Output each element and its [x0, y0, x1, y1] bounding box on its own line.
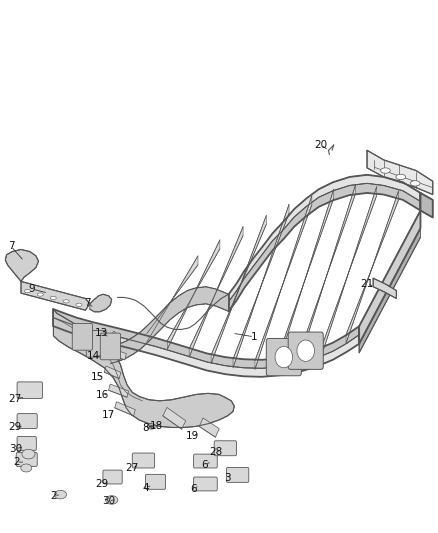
Text: 3: 3	[224, 473, 231, 483]
Polygon shape	[53, 309, 359, 368]
Polygon shape	[163, 407, 186, 429]
Ellipse shape	[381, 168, 390, 173]
Ellipse shape	[25, 289, 31, 293]
Polygon shape	[322, 187, 377, 354]
Polygon shape	[211, 215, 266, 364]
Ellipse shape	[106, 496, 118, 504]
Polygon shape	[105, 346, 126, 360]
Text: 28: 28	[209, 447, 222, 457]
Circle shape	[275, 346, 293, 368]
Text: 9: 9	[28, 284, 35, 294]
Polygon shape	[21, 281, 90, 310]
Ellipse shape	[147, 424, 155, 429]
Text: 27: 27	[126, 463, 139, 473]
Text: 30: 30	[9, 444, 22, 454]
Polygon shape	[229, 175, 420, 302]
Text: 29: 29	[95, 479, 109, 489]
Ellipse shape	[76, 303, 82, 306]
FancyBboxPatch shape	[194, 454, 217, 468]
Text: 6: 6	[190, 484, 197, 494]
FancyBboxPatch shape	[86, 330, 106, 357]
FancyBboxPatch shape	[17, 437, 36, 450]
Text: 13: 13	[95, 328, 108, 338]
Text: 21: 21	[360, 279, 374, 288]
Text: 4: 4	[142, 483, 149, 492]
Polygon shape	[110, 287, 229, 364]
Ellipse shape	[50, 296, 56, 300]
Text: 2: 2	[13, 457, 20, 467]
Ellipse shape	[37, 293, 43, 296]
FancyBboxPatch shape	[72, 324, 92, 350]
Ellipse shape	[21, 464, 32, 472]
Text: 20: 20	[314, 140, 328, 150]
Polygon shape	[53, 309, 234, 427]
Ellipse shape	[54, 490, 67, 499]
Text: 30: 30	[102, 496, 115, 506]
Text: 17: 17	[102, 410, 115, 419]
FancyBboxPatch shape	[16, 453, 37, 466]
Polygon shape	[277, 189, 334, 368]
Text: 15: 15	[91, 373, 104, 382]
Ellipse shape	[410, 181, 420, 186]
Polygon shape	[109, 384, 129, 397]
Text: 29: 29	[9, 423, 22, 432]
FancyBboxPatch shape	[194, 477, 217, 491]
Text: 7: 7	[7, 241, 14, 251]
Polygon shape	[255, 196, 312, 369]
Polygon shape	[420, 193, 433, 217]
Ellipse shape	[396, 174, 406, 180]
FancyBboxPatch shape	[214, 441, 237, 456]
Polygon shape	[367, 150, 433, 195]
Text: 18: 18	[150, 422, 163, 431]
Polygon shape	[373, 278, 396, 298]
Polygon shape	[233, 204, 289, 368]
Polygon shape	[299, 184, 356, 364]
Text: 8: 8	[142, 423, 149, 433]
Polygon shape	[199, 418, 219, 437]
Polygon shape	[359, 228, 420, 353]
Polygon shape	[147, 256, 198, 342]
Polygon shape	[5, 249, 39, 281]
Polygon shape	[53, 318, 359, 377]
Text: 14: 14	[87, 351, 100, 361]
FancyBboxPatch shape	[288, 332, 323, 369]
FancyBboxPatch shape	[132, 453, 155, 468]
FancyBboxPatch shape	[100, 333, 120, 360]
Text: 19: 19	[186, 431, 199, 441]
Polygon shape	[115, 402, 135, 416]
Polygon shape	[90, 294, 112, 312]
Circle shape	[297, 340, 314, 361]
FancyBboxPatch shape	[226, 467, 249, 482]
FancyBboxPatch shape	[103, 470, 122, 484]
Polygon shape	[104, 366, 121, 378]
Polygon shape	[167, 240, 220, 349]
Ellipse shape	[149, 425, 153, 427]
Text: 27: 27	[9, 394, 22, 403]
Polygon shape	[189, 227, 243, 357]
Polygon shape	[110, 331, 120, 342]
FancyBboxPatch shape	[17, 414, 37, 429]
FancyBboxPatch shape	[266, 338, 301, 376]
Polygon shape	[346, 191, 399, 343]
Polygon shape	[359, 211, 420, 344]
FancyBboxPatch shape	[145, 474, 166, 489]
Text: 16: 16	[95, 391, 109, 400]
FancyBboxPatch shape	[17, 382, 42, 399]
Text: 6: 6	[201, 460, 208, 470]
Ellipse shape	[63, 300, 69, 303]
Ellipse shape	[22, 449, 35, 459]
Text: 7: 7	[84, 298, 91, 308]
Text: 2: 2	[50, 491, 57, 500]
Text: 1: 1	[251, 332, 258, 342]
Polygon shape	[229, 183, 420, 311]
